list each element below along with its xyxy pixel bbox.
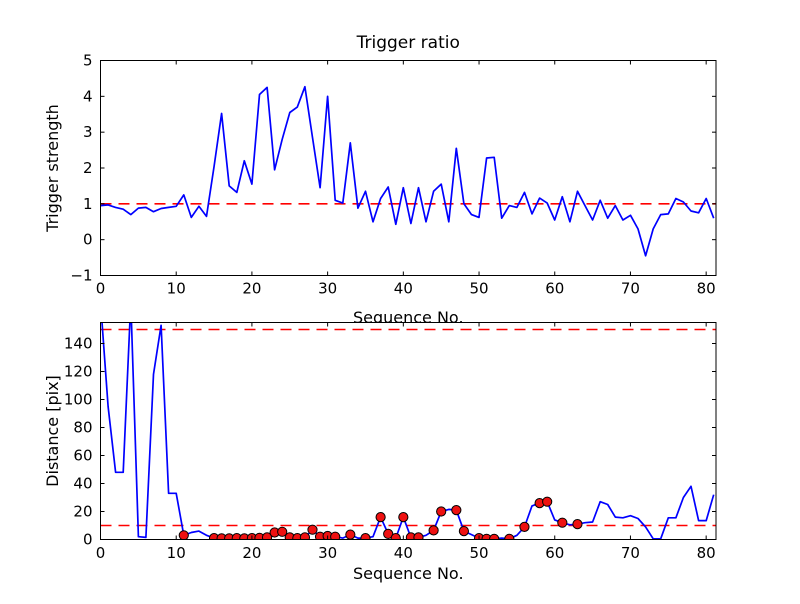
y-tick-label: 0: [83, 231, 93, 249]
axes-background: [100, 60, 716, 276]
trigger-marker: [277, 526, 288, 537]
trigger-marker: [436, 506, 447, 517]
trigger-strength-line: [100, 85, 715, 257]
y-tick-label: 120: [64, 363, 93, 381]
x-tick-label: 40: [394, 280, 413, 298]
y-tick-label: 60: [73, 447, 92, 465]
y-axis-label: Trigger strength: [43, 104, 62, 233]
x-tick-label: 20: [242, 280, 261, 298]
y-tick-label: 3: [83, 123, 93, 141]
x-tick-label: 10: [167, 280, 186, 298]
x-tick-label: 10: [167, 544, 186, 562]
trigger-marker: [413, 532, 424, 540]
trigger-marker: [398, 512, 409, 523]
trigger-marker: [178, 530, 189, 540]
trigger-marker: [345, 529, 356, 540]
x-tick-label: 70: [621, 544, 640, 562]
x-tick-label: 80: [697, 280, 716, 298]
y-tick-label: 140: [64, 335, 93, 353]
y-tick-label: 5: [83, 52, 93, 70]
trigger-marker: [489, 533, 500, 540]
trigger-marker: [504, 533, 515, 540]
y-tick-label: 100: [64, 391, 93, 409]
x-axis-label: Sequence No.: [353, 564, 464, 583]
x-tick-label: 50: [469, 544, 488, 562]
trigger-marker: [390, 533, 401, 540]
x-tick-label: 60: [545, 280, 564, 298]
trigger-marker: [542, 496, 553, 507]
x-tick-label: 80: [697, 544, 716, 562]
trigger-marker: [572, 519, 583, 530]
axes-spines: [100, 322, 717, 540]
data-layer: [100, 85, 716, 257]
x-tick-label: 40: [394, 544, 413, 562]
trigger-marker: [375, 512, 386, 523]
trigger-marker: [261, 532, 273, 540]
x-tick-label: 30: [318, 544, 337, 562]
trigger-marker: [458, 526, 469, 537]
x-tick-label: 70: [621, 280, 640, 298]
x-tick-label: 50: [469, 280, 488, 298]
trigger-marker: [428, 525, 439, 536]
y-tick-label: 1: [83, 195, 93, 213]
trigger-marker: [519, 521, 530, 533]
y-tick-label: 0: [83, 531, 93, 549]
x-tick-label: 20: [242, 544, 261, 562]
trigger-marker: [307, 524, 318, 535]
y-tick-label: −1: [70, 267, 92, 285]
trigger-marker: [299, 532, 311, 540]
trigger-marker: [360, 533, 371, 540]
plot-title: Trigger ratio: [356, 33, 460, 53]
bottom-plot: 0 10 20 30 40 50 60 70 80 0 20 40 60 80 100 120 140 Seque…: [43, 322, 717, 583]
y-tick-label: 2: [83, 159, 93, 177]
x-tick-label: 60: [545, 544, 564, 562]
axes-background: [100, 322, 716, 540]
y-tick-label: 20: [73, 503, 92, 521]
trigger-marker: [383, 528, 394, 540]
data-layer: [100, 322, 716, 540]
trigger-marker: [451, 505, 462, 516]
x-tick-label: 0: [96, 544, 106, 562]
y-tick-label: 40: [73, 475, 92, 493]
trigger-marker: [557, 517, 568, 528]
y-tick-label: 4: [83, 87, 93, 105]
distance-line: [101, 322, 715, 540]
trigger-marker: [330, 531, 341, 540]
y-axis-label: Distance [pix]: [43, 375, 62, 487]
x-tick-label: 0: [96, 280, 106, 298]
y-tick-label: 80: [73, 419, 92, 437]
x-tick-label: 30: [318, 280, 337, 298]
